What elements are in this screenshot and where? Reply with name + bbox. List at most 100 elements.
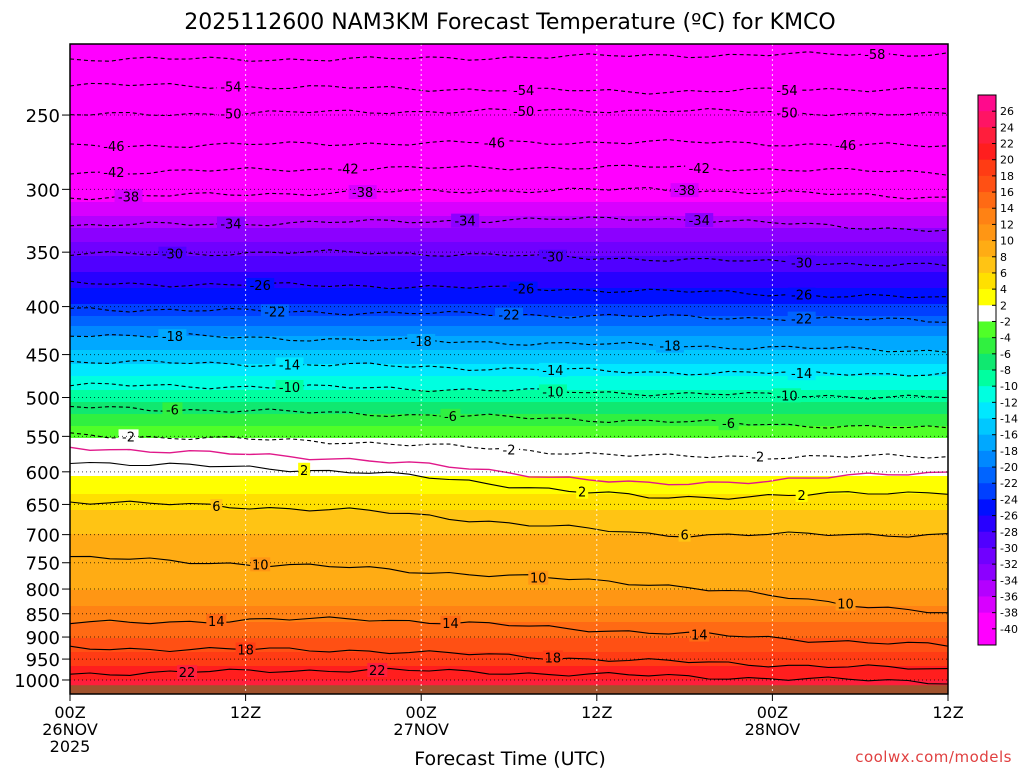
contour-label: 22 <box>179 666 196 681</box>
temperature-band <box>70 138 948 141</box>
colorbar-label: -4 <box>1000 332 1011 345</box>
colorbar-label: 10 <box>1000 235 1014 248</box>
contour-label-bg <box>509 281 538 296</box>
plot-area: -58-54 -54 -54-50 -50 -50-46 -46 -46-42 -42 -42-… <box>69 43 949 695</box>
contour-label: -10 <box>542 385 563 400</box>
temperature-band <box>70 394 948 397</box>
contour-label: -30 <box>162 248 183 263</box>
contour-label-bg <box>787 366 816 381</box>
temperature-band <box>70 600 948 603</box>
contour-label-bg <box>787 311 816 326</box>
temperature-band <box>70 466 948 469</box>
contour-label: -14 <box>791 367 812 382</box>
temperature-band <box>70 516 948 519</box>
temperature-band <box>70 544 948 547</box>
temperature-band <box>70 124 948 127</box>
temperature-band <box>70 368 948 371</box>
colorbar-swatch <box>978 483 996 500</box>
contour-label: -42 <box>337 163 358 178</box>
temperature-band <box>70 658 948 661</box>
temperature-band <box>70 666 948 669</box>
temperature-band <box>70 88 948 91</box>
contour-label-bg <box>860 47 889 62</box>
y-axis: 2503003504004505005506006507007508008509… <box>14 106 70 692</box>
temperature-band <box>70 76 948 79</box>
contour-label-bg <box>177 665 198 680</box>
colorbar-swatch <box>978 386 996 403</box>
temperature-band <box>70 550 948 553</box>
colorbar-swatch <box>978 208 996 225</box>
colorbar-swatch <box>978 564 996 581</box>
temperature-band <box>70 360 948 363</box>
temperature-band <box>70 402 948 405</box>
plot-frame <box>69 43 949 695</box>
temperature-band <box>70 362 948 365</box>
temperature-band <box>70 54 948 57</box>
colorbar-label: 6 <box>1000 267 1007 280</box>
contour-label-bg <box>246 277 275 292</box>
contour-label-bg <box>275 379 304 394</box>
temperature-band <box>70 564 948 567</box>
temperature-band <box>70 520 948 523</box>
contour-label: -50 <box>776 106 797 121</box>
y-tick-label: 300 <box>26 180 60 201</box>
temperature-band <box>70 244 948 247</box>
contour-label: -30 <box>542 251 563 266</box>
temperature-band <box>70 422 948 425</box>
temperature-band <box>70 332 948 335</box>
temperature-band <box>70 498 948 501</box>
temperature-band <box>70 286 948 289</box>
contour-label: -10 <box>776 389 797 404</box>
temperature-band <box>70 370 948 373</box>
temperature-band <box>70 222 948 225</box>
contour-line <box>69 446 949 486</box>
temperature-band <box>70 482 948 485</box>
temperature-band <box>70 478 948 481</box>
contour-label: -50 <box>513 105 534 120</box>
contour-label: -22 <box>264 305 285 320</box>
temperature-band <box>70 346 948 349</box>
temperature-band <box>70 156 948 159</box>
temperature-band <box>70 386 948 389</box>
temperature-band <box>70 210 948 213</box>
temperature-band <box>70 282 948 285</box>
temperature-band <box>70 656 948 659</box>
contour-label: 14 <box>208 615 225 630</box>
temperature-band <box>70 322 948 325</box>
temperature-band <box>70 328 948 331</box>
temperature-band <box>70 528 948 531</box>
temperature-band <box>70 220 948 223</box>
y-tick-label: 700 <box>26 526 60 547</box>
temperature-band <box>70 336 948 339</box>
temperature-band <box>70 80 948 83</box>
temperature-band <box>70 440 948 443</box>
contour-label-bg <box>440 615 461 630</box>
temperature-band <box>70 344 948 347</box>
colorbar-swatch <box>978 305 996 322</box>
temperature-band <box>70 414 948 417</box>
y-tick-label: 800 <box>26 580 60 601</box>
colorbar-swatch <box>978 272 996 290</box>
temperature-band <box>70 364 948 367</box>
temperature-band <box>70 356 948 359</box>
temperature-band <box>70 644 948 647</box>
x-axis-label: Forecast Time (UTC) <box>414 748 605 768</box>
temperature-band <box>70 408 948 411</box>
temperature-band <box>70 60 948 63</box>
temperature-band <box>70 48 948 51</box>
credit-text: coolwx.com/models <box>855 748 1012 766</box>
colorbar-label: 26 <box>1000 105 1014 118</box>
temperature-band <box>70 672 948 675</box>
temperature-band <box>70 256 948 259</box>
contour-label-bg <box>576 484 589 499</box>
temperature-band <box>70 552 948 555</box>
temperature-band <box>70 74 948 77</box>
contour-label: -54 <box>776 84 797 99</box>
contour-label-bg <box>334 161 363 176</box>
temperature-band <box>70 182 948 185</box>
colorbar-swatch <box>978 175 996 193</box>
colorbar-label: 18 <box>1000 170 1014 183</box>
temperature-band <box>70 100 948 103</box>
colorbar-swatch <box>978 337 996 355</box>
colorbar-swatch <box>978 192 996 209</box>
